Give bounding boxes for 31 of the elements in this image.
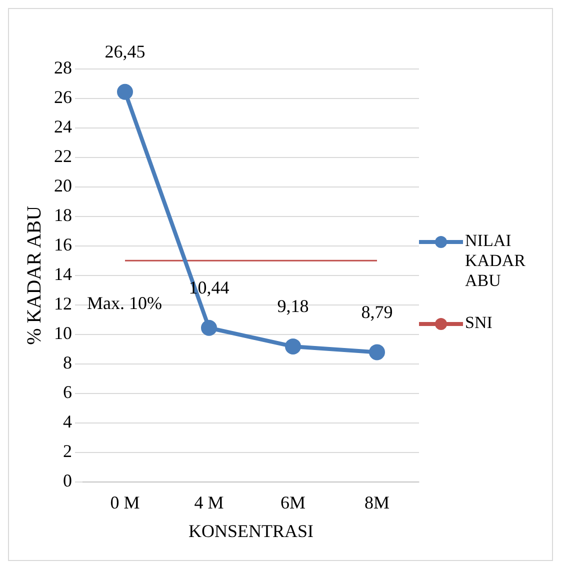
data-label: 9,18 xyxy=(277,296,309,316)
y-tick-label: 20 xyxy=(54,176,72,196)
y-axis-title: % KADAR ABU xyxy=(23,205,46,345)
y-tick-label: 8 xyxy=(63,352,72,373)
data-label: 8,79 xyxy=(361,302,393,322)
x-tick-label: 0 M xyxy=(110,492,140,512)
y-tick-label: 14 xyxy=(54,264,72,284)
x-tick-label: 8M xyxy=(364,492,390,512)
y-tick-label: 6 xyxy=(63,382,72,402)
y-tick-label: 22 xyxy=(54,146,72,166)
x-tick-label: 4 M xyxy=(194,492,224,512)
y-tick-label: 28 xyxy=(54,58,72,78)
legend-label: SNI xyxy=(465,313,492,333)
y-tick-label: 24 xyxy=(54,116,72,137)
annotation: Max. 10% xyxy=(87,293,162,314)
y-tick-label: 10 xyxy=(54,323,72,344)
x-axis-title: KONSENTRASI xyxy=(188,520,314,541)
y-tick-label: 26 xyxy=(54,87,72,108)
data-label: 26,45 xyxy=(104,42,146,62)
y-tick-label: 2 xyxy=(63,441,72,462)
point xyxy=(285,338,301,354)
y-tick-label: 16 xyxy=(54,234,72,255)
y-tick-label: 18 xyxy=(54,205,72,226)
point xyxy=(369,344,385,360)
point xyxy=(201,320,217,336)
y-tick-label: 12 xyxy=(54,294,72,314)
y-tick-label: 4 xyxy=(63,412,72,432)
x-tick-label: 6M xyxy=(280,492,306,512)
y-tick-label: 0 xyxy=(63,470,72,491)
legend-label: NILAI KADAR ABU xyxy=(465,231,526,291)
point xyxy=(117,84,133,100)
